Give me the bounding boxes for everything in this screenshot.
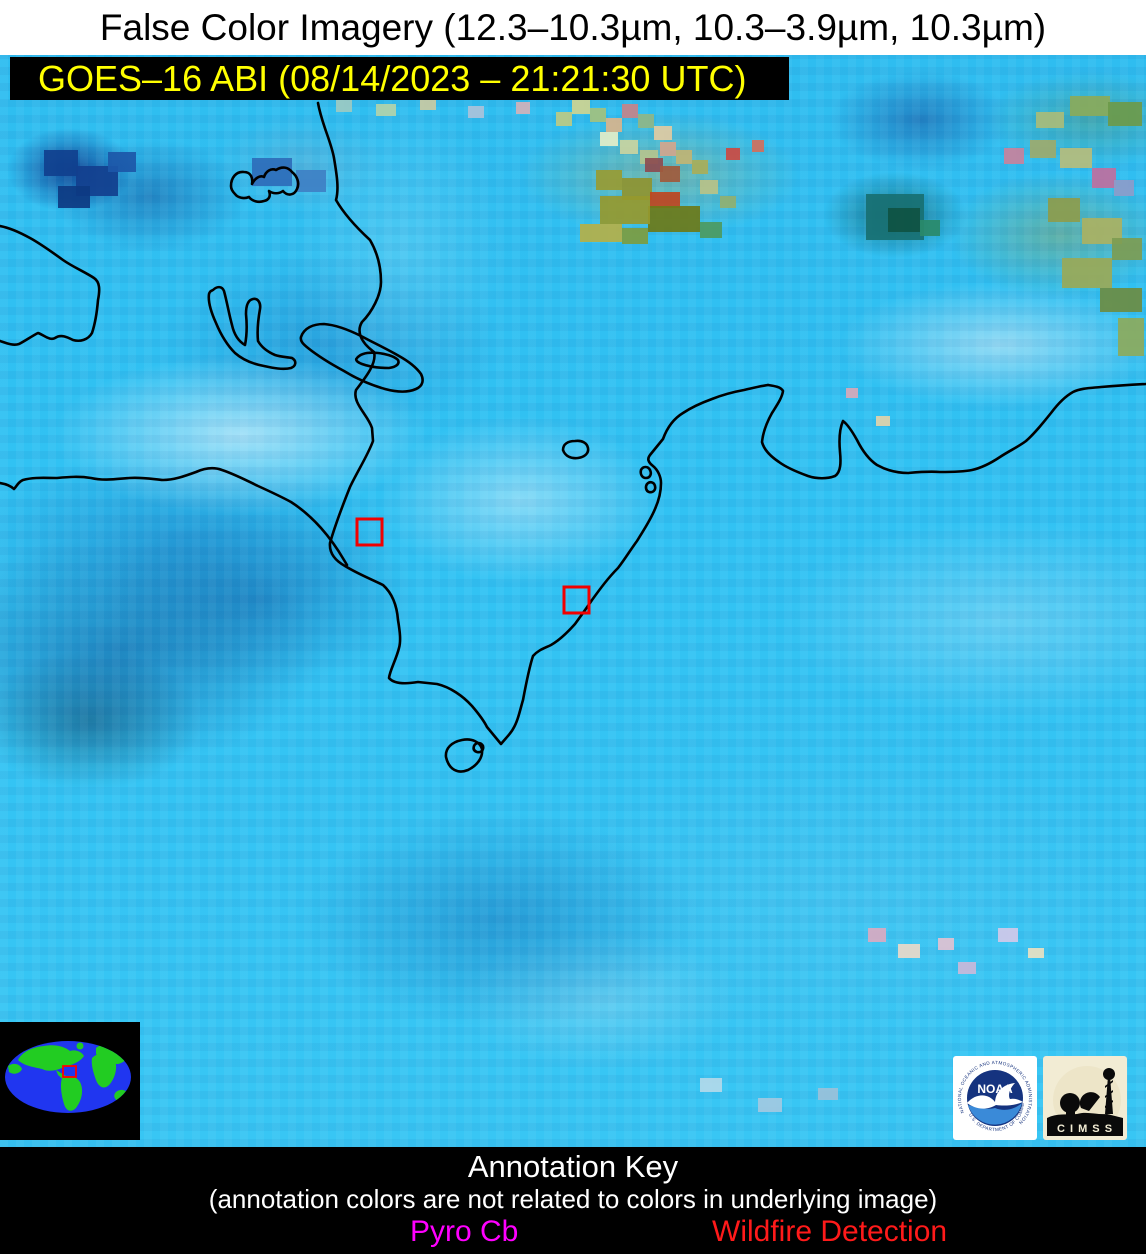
legend-item-pyro-cb: Pyro Cb <box>410 1215 519 1248</box>
annotation-key-heading: Annotation Key <box>467 1149 679 1184</box>
annotation-key-note: (annotation colors are not related to co… <box>208 1184 938 1214</box>
legend-item-wildfire-detection: Wildfire Detection <box>712 1215 948 1248</box>
noaa-label: NOAA <box>977 1082 1013 1096</box>
cimss-observatory-silhouette <box>1047 1068 1123 1136</box>
noaa-gull-icon <box>967 1083 1023 1109</box>
image-title-bar: False Color Imagery (12.3–10.3µm, 10.3–3… <box>0 0 1146 55</box>
cimss-label: C I M S S <box>1057 1123 1113 1135</box>
inset-location-box <box>62 1065 77 1078</box>
satellite-imagery <box>0 55 1146 1147</box>
page-title: False Color Imagery (12.3–10.3µm, 10.3–3… <box>99 6 1047 48</box>
globe-continents <box>8 1042 129 1113</box>
annotation-key-bar: Annotation Key (annotation colors are no… <box>0 1147 1146 1254</box>
cimss-logo: C I M S S <box>1043 1056 1127 1140</box>
world-map-inset <box>0 1022 140 1140</box>
noaa-logo: NATIONAL OCEANIC AND ATMOSPHERIC ADMINIS… <box>953 1056 1037 1140</box>
timestamp-label: GOES–16 ABI (08/14/2023 – 21:21:30 UTC) <box>38 57 747 99</box>
timestamp-overlay: GOES–16 ABI (08/14/2023 – 21:21:30 UTC) <box>10 57 789 100</box>
